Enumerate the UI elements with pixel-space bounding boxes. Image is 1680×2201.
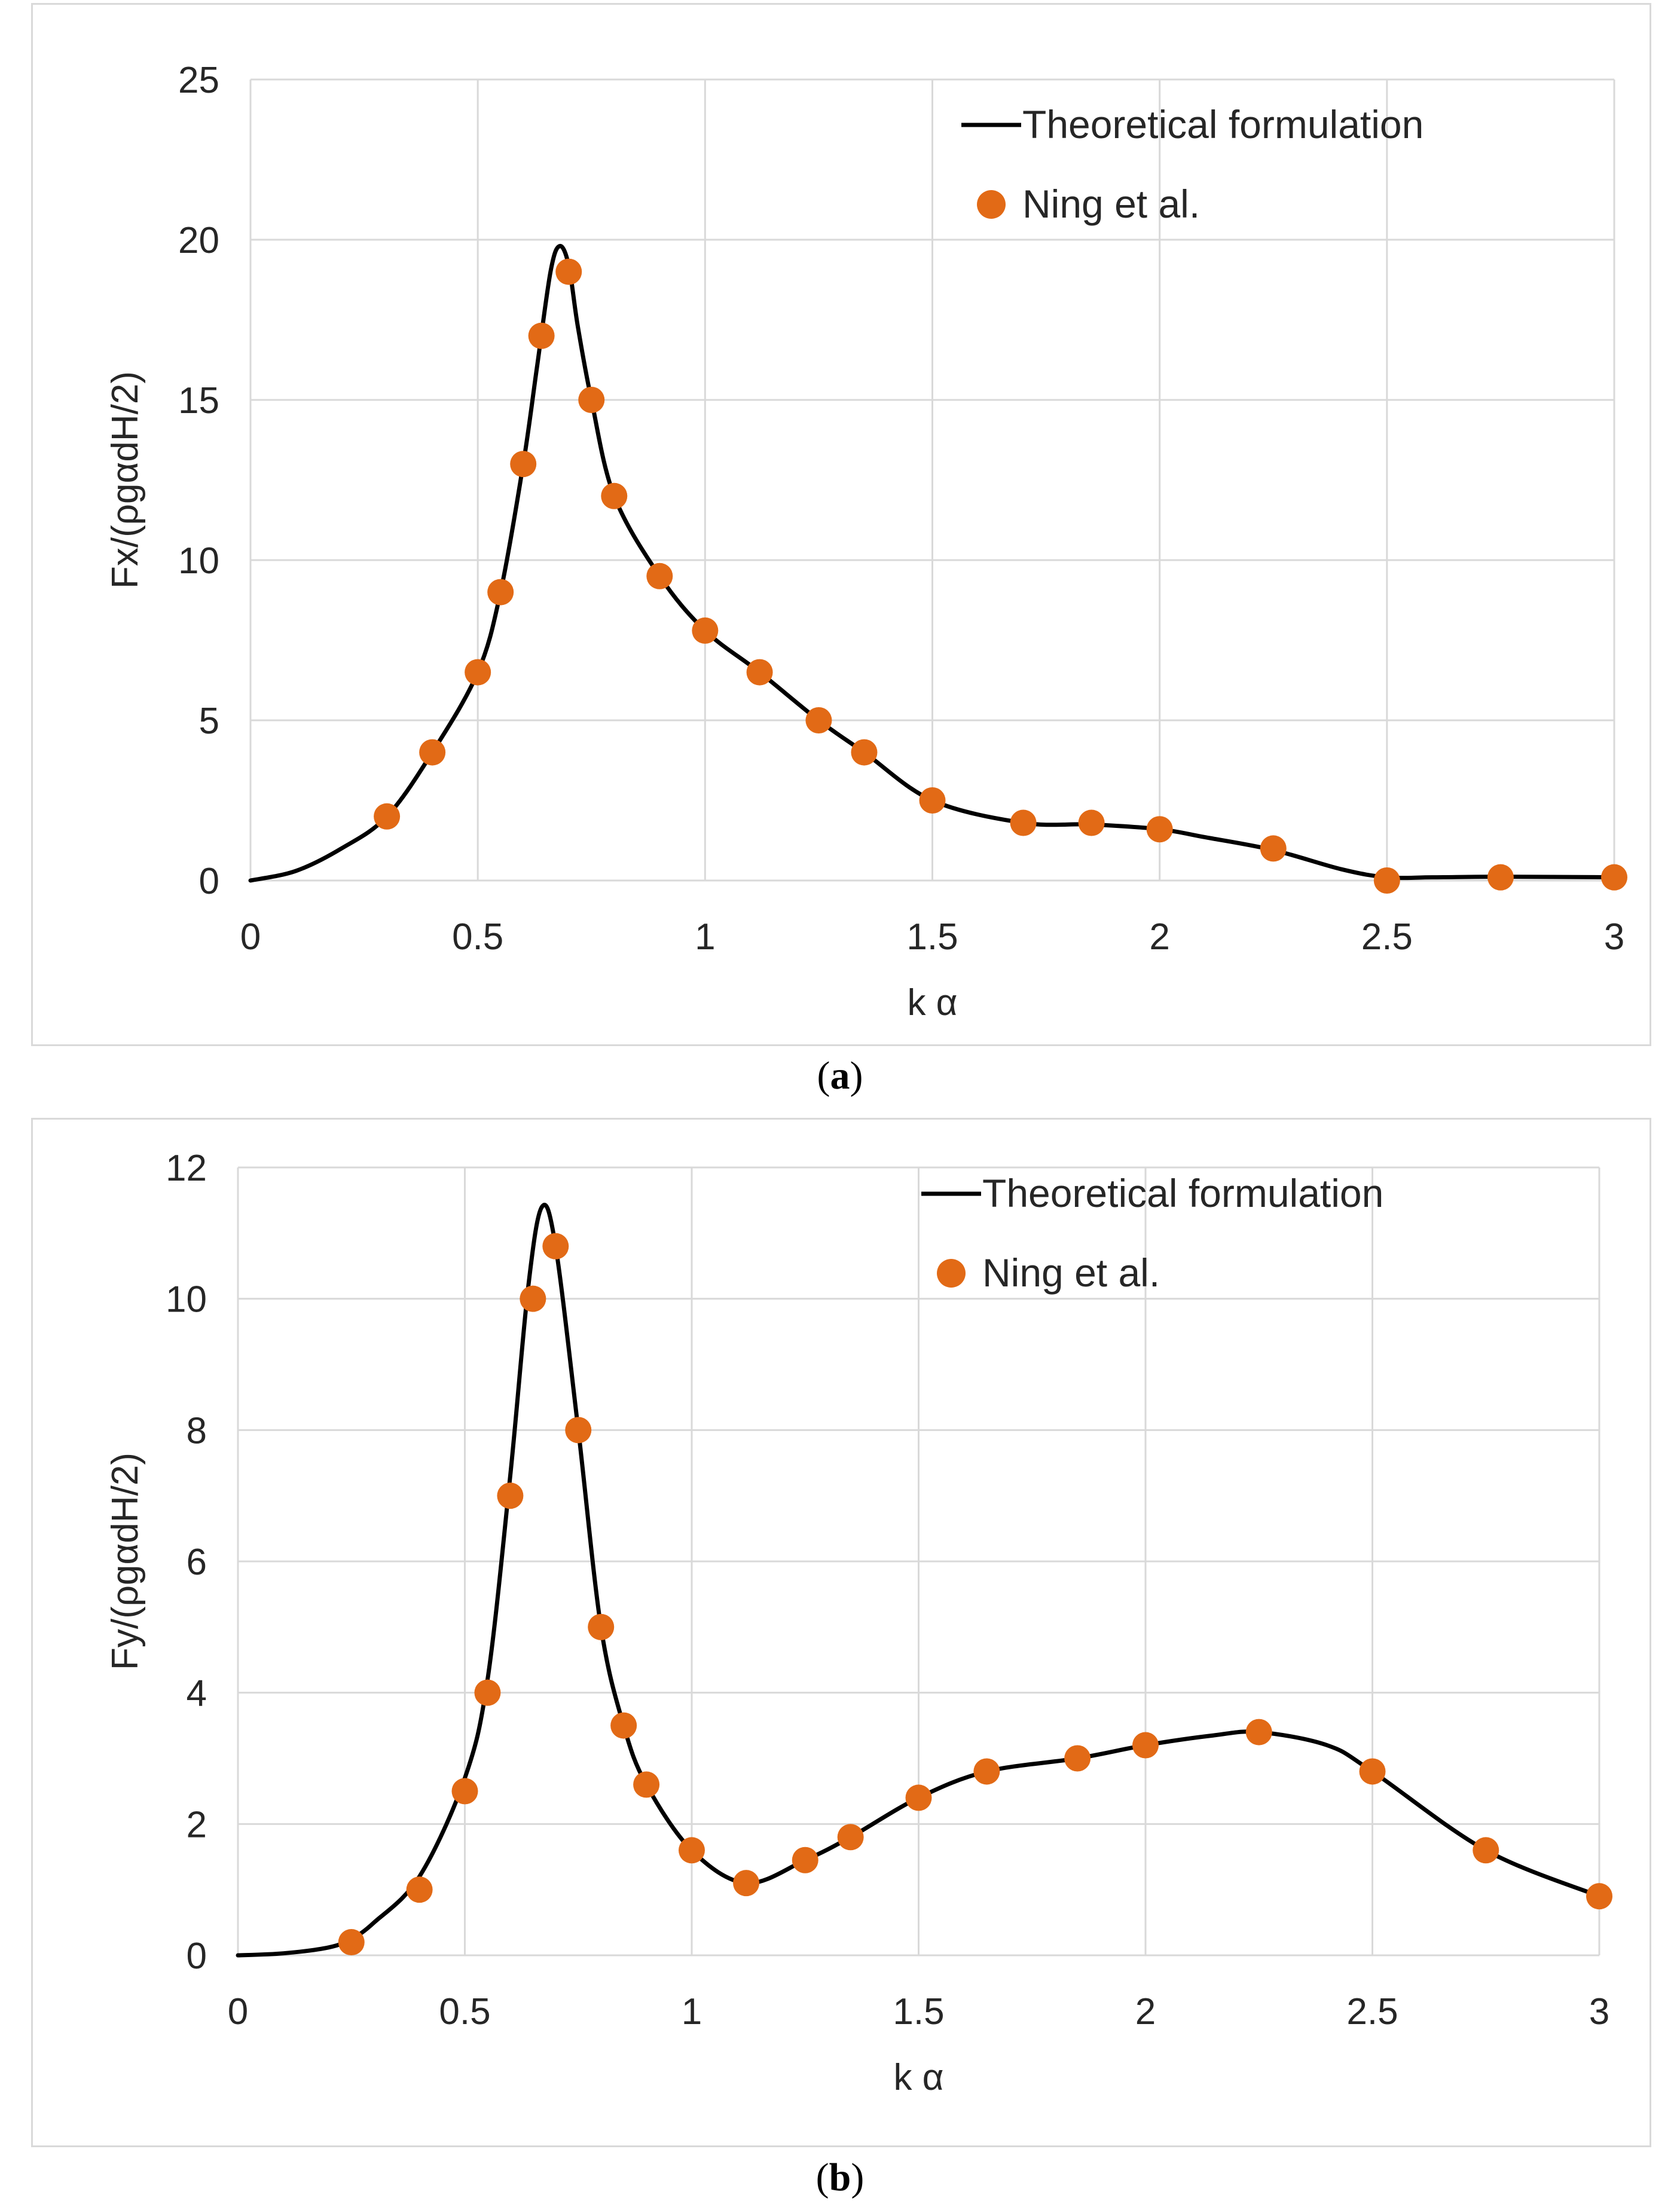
chart-a-ning-point — [555, 258, 582, 285]
chart-b-y-tick-label: 8 — [187, 1410, 207, 1451]
chart-a-ning-point — [1601, 864, 1627, 891]
caption-a-label: a — [830, 1054, 850, 1098]
chart-a-ning-point — [1146, 816, 1173, 843]
chart-b-y-axis-label: Fy/(ρgαdH/2) — [105, 1453, 146, 1670]
chart-b-ning-point — [1064, 1745, 1091, 1772]
chart-a-x-axis-label: k α — [907, 982, 957, 1023]
chart-a-ning-point — [646, 563, 673, 589]
chart-panel-b: 0 0.5 1 1.5 2 2.5 3 0 2 4 6 8 10 12 k α Fy/(ρgαdH/2) The… — [31, 1118, 1651, 2147]
chart-b-ning-point — [1245, 1719, 1272, 1745]
chart-a-legend-label-theoretical: Theoretical formulation — [1022, 102, 1424, 146]
chart-a-legend-label-ning: Ning et al. — [1022, 182, 1200, 226]
chart-b-ning-point — [1473, 1837, 1499, 1864]
chart-a-ning-point — [510, 451, 537, 478]
chart-b-ning-point — [474, 1679, 501, 1706]
chart-a-y-tick-label: 5 — [199, 701, 219, 742]
chart-a-ning-point — [578, 387, 605, 413]
chart-b-ning-point — [565, 1417, 592, 1444]
chart-a-ning-point — [419, 739, 446, 766]
chart-b-x-tick-label: 1 — [682, 1991, 702, 2032]
chart-a-y-tick-label: 0 — [199, 861, 219, 902]
chart-a-x-tick-label: 2 — [1149, 916, 1169, 958]
chart-b-x-tick-label: 1.5 — [893, 1991, 944, 2032]
caption-a: (a) — [817, 1054, 863, 1098]
chart-b-svg: 0 0.5 1 1.5 2 2.5 3 0 2 4 6 8 10 12 k α Fy/(ρgαdH/2) The… — [105, 1148, 1612, 2098]
chart-a-ning-point — [805, 707, 832, 733]
chart-a-ning-point — [374, 803, 401, 830]
chart-b-ning-point — [633, 1771, 660, 1798]
chart-a-x-tick-label: 0 — [240, 916, 261, 958]
chart-a-ning-point — [919, 787, 946, 814]
chart-a-ning-point — [601, 482, 628, 509]
chart-b-ning-point — [1586, 1883, 1612, 1910]
chart-b-ning-point — [588, 1613, 615, 1640]
chart-a-x-tick-label: 2.5 — [1361, 916, 1413, 958]
chart-b-ning-point — [905, 1784, 932, 1811]
chart-b-ning-point — [837, 1824, 864, 1851]
chart-b-y-tick-label: 10 — [166, 1279, 207, 1320]
chart-b-ning-point — [406, 1876, 433, 1903]
chart-a-legend-marker-swatch — [977, 190, 1006, 219]
chart-a-ning-point — [1078, 809, 1105, 836]
chart-b-ning-point — [497, 1482, 524, 1509]
chart-b-y-tick-label: 12 — [166, 1148, 207, 1189]
chart-b-y-tick-label: 0 — [187, 1936, 207, 1977]
chart-b-ning-point — [792, 1847, 818, 1873]
chart-a-ning-point — [1373, 867, 1400, 894]
chart-b-ning-point — [733, 1870, 760, 1897]
caption-b: (b) — [815, 2156, 865, 2199]
chart-a-y-tick-label: 15 — [178, 380, 219, 421]
chart-b-ning-point — [973, 1758, 1000, 1785]
chart-b-ning-point — [338, 1929, 365, 1956]
chart-b-x-tick-label: 0.5 — [439, 1991, 490, 2032]
chart-a-y-tick-label: 25 — [178, 60, 219, 101]
chart-a-ning-point — [1260, 835, 1287, 862]
chart-b-x-axis-label: k α — [893, 2057, 943, 2098]
chart-a-ning-point — [465, 659, 491, 686]
chart-a-svg: 0 0.5 1 1.5 2 2.5 3 0 5 10 15 20 25 k α Fx/(ρgαdH/2) Th… — [105, 60, 1627, 1023]
chart-b-y-tick-label: 4 — [187, 1673, 207, 1714]
chart-b-ning-point — [542, 1233, 569, 1260]
chart-a-ning-point — [746, 659, 773, 686]
chart-b-legend-marker-swatch — [937, 1259, 966, 1288]
chart-b-ning-point — [1132, 1732, 1159, 1759]
chart-b-ning-point — [610, 1712, 637, 1739]
chart-a-x-tick-label: 1.5 — [906, 916, 958, 958]
chart-b-ning-point — [520, 1285, 546, 1312]
chart-b-ning-point — [451, 1778, 478, 1805]
chart-b-ning-point — [1359, 1758, 1386, 1785]
chart-a-ning-point — [692, 617, 719, 644]
chart-b-x-tick-label: 2.5 — [1346, 1991, 1398, 2032]
chart-a-x-tick-label: 3 — [1604, 916, 1624, 958]
chart-b-legend-label-ning: Ning et al. — [982, 1251, 1160, 1295]
chart-a-ning-point — [851, 739, 878, 766]
chart-a-x-tick-label: 0.5 — [452, 916, 503, 958]
chart-panel-a: 0 0.5 1 1.5 2 2.5 3 0 5 10 15 20 25 k α Fx/(ρgαdH/2) Th… — [31, 3, 1651, 1046]
chart-b-x-tick-label: 3 — [1589, 1991, 1609, 2032]
chart-b-x-tick-label: 0 — [228, 1991, 248, 2032]
chart-b-y-tick-label: 6 — [187, 1542, 207, 1583]
chart-b-legend-label-theoretical: Theoretical formulation — [982, 1171, 1383, 1215]
chart-a-ning-point — [1010, 809, 1037, 836]
chart-a-y-tick-label: 10 — [178, 540, 219, 582]
caption-b-label: b — [829, 2156, 851, 2199]
chart-a-ning-point — [1487, 864, 1514, 891]
chart-b-ning-point — [679, 1837, 705, 1864]
chart-a-y-tick-label: 20 — [178, 220, 219, 261]
chart-a-y-axis-label: Fx/(ρgαdH/2) — [105, 371, 146, 589]
chart-a-x-tick-label: 1 — [695, 916, 715, 958]
chart-a-ning-point — [487, 579, 514, 606]
chart-a-ning-point — [528, 322, 555, 349]
chart-b-y-tick-label: 2 — [187, 1804, 207, 1845]
chart-b-x-tick-label: 2 — [1135, 1991, 1156, 2032]
